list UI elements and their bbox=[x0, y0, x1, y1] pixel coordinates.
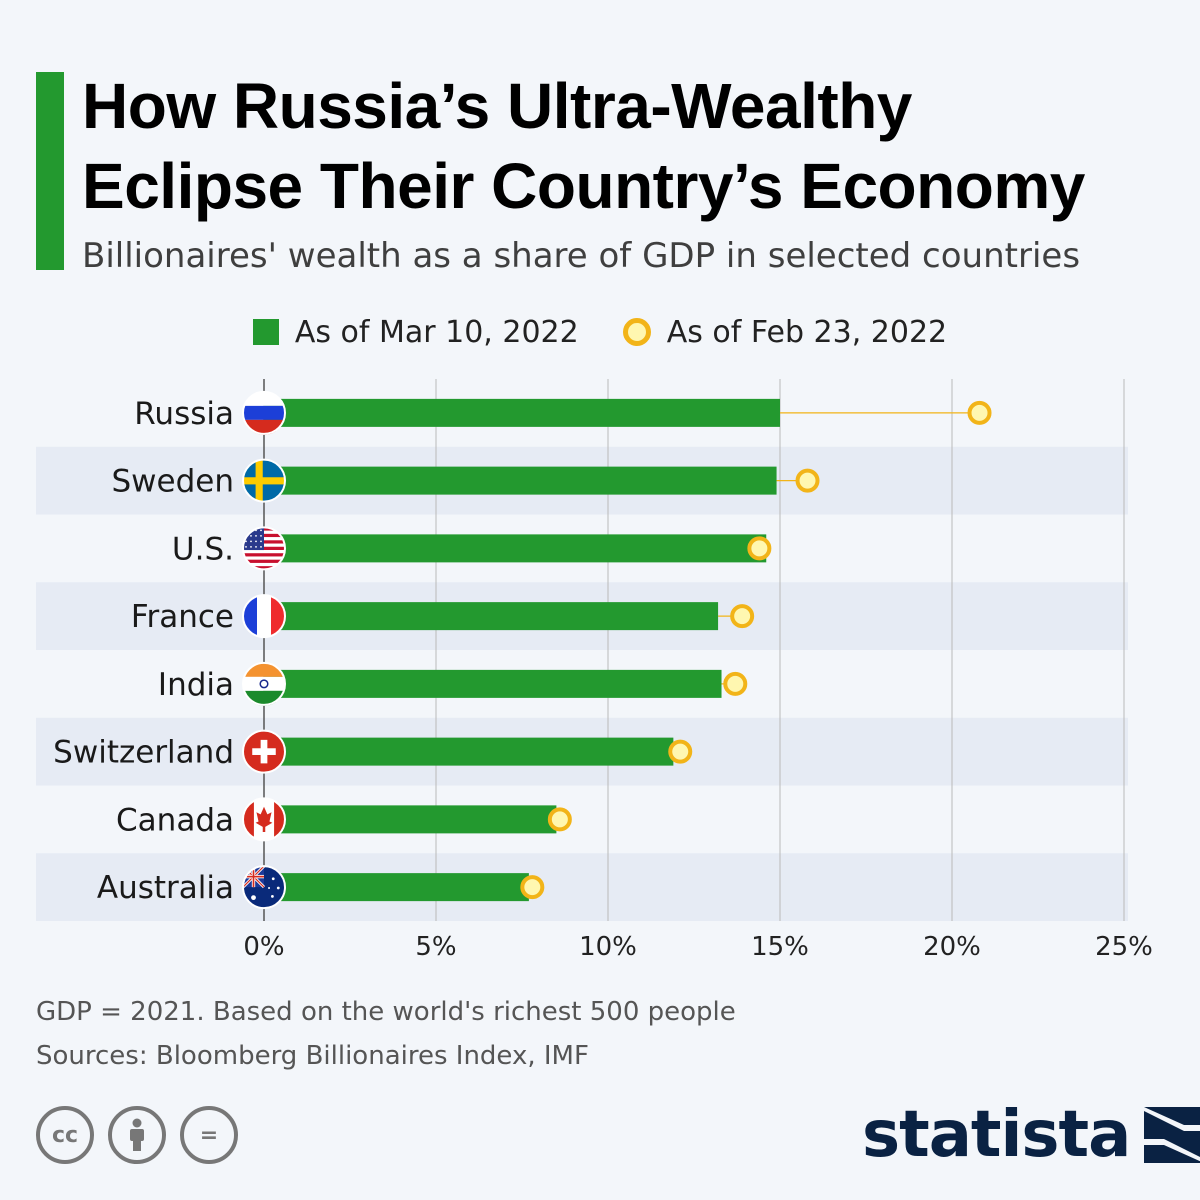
russia-flag-icon bbox=[242, 390, 286, 435]
bar bbox=[264, 873, 529, 902]
x-tick-label: 0% bbox=[243, 932, 284, 962]
chart-subtitle: Billionaires' wealth as a share of GDP i… bbox=[82, 236, 1081, 276]
x-tick-label: 25% bbox=[1095, 932, 1153, 962]
bar bbox=[264, 466, 777, 495]
bar bbox=[264, 602, 719, 631]
canada-flag-icon bbox=[242, 797, 286, 842]
category-label: Australia bbox=[97, 870, 234, 906]
note-sources: Sources: Bloomberg Billionaires Index, I… bbox=[36, 1041, 589, 1071]
dot-marker bbox=[520, 875, 545, 900]
x-tick-label: 5% bbox=[415, 932, 456, 962]
category-label: Sweden bbox=[111, 464, 234, 500]
legend-label-mar-10: As of Mar 10, 2022 bbox=[294, 314, 579, 350]
category-label: Canada bbox=[116, 802, 234, 838]
us-flag-icon bbox=[242, 526, 286, 571]
category-label: U.S. bbox=[172, 531, 234, 567]
switzerland-flag-icon bbox=[242, 729, 286, 774]
bar bbox=[264, 669, 722, 698]
title-accent-bar bbox=[36, 72, 64, 270]
attribution-icon[interactable] bbox=[108, 1106, 166, 1164]
dot-marker bbox=[747, 536, 772, 561]
category-label: India bbox=[158, 667, 234, 703]
person-glyph bbox=[130, 1118, 144, 1151]
legend-label-feb-23: As of Feb 23, 2022 bbox=[666, 314, 948, 350]
bar bbox=[264, 398, 780, 427]
statista-logo-mark-icon bbox=[1144, 1107, 1200, 1163]
title-line-2: Eclipse Their Country’s Economy bbox=[82, 150, 1085, 222]
dot-marker bbox=[795, 468, 820, 493]
dot-marker bbox=[723, 671, 748, 696]
title-line-1: How Russia’s Ultra-Wealthy bbox=[82, 70, 912, 142]
australia-flag-icon bbox=[242, 865, 286, 910]
x-tick-label: 20% bbox=[923, 932, 981, 962]
india-flag-icon bbox=[242, 661, 286, 706]
dot-marker bbox=[547, 807, 572, 832]
statista-logo[interactable]: statista bbox=[862, 1098, 1200, 1172]
legend-item-feb-23: As of Feb 23, 2022 bbox=[622, 314, 948, 350]
legend: As of Mar 10, 2022 As of Feb 23, 2022 bbox=[0, 310, 1200, 354]
dot-marker bbox=[730, 604, 755, 629]
france-flag-icon bbox=[242, 594, 286, 639]
chart-title: How Russia’s Ultra-Wealthy Eclipse Their… bbox=[82, 66, 1182, 226]
license-icons: cc = bbox=[36, 1106, 238, 1164]
category-label: France bbox=[131, 599, 234, 635]
category-label: Switzerland bbox=[53, 735, 234, 771]
cc-icon[interactable]: cc bbox=[36, 1106, 94, 1164]
x-tick-label: 10% bbox=[579, 932, 637, 962]
sweden-flag-icon bbox=[242, 458, 286, 503]
note-gdp: GDP = 2021. Based on the world's richest… bbox=[36, 997, 736, 1027]
legend-square-marker bbox=[252, 319, 279, 345]
x-tick-label: 15% bbox=[751, 932, 809, 962]
dot-marker bbox=[668, 739, 693, 764]
legend-dot-marker bbox=[622, 318, 651, 346]
dot-marker bbox=[967, 400, 992, 425]
x-axis: 0% 5% 10% 15% 20% 25% bbox=[243, 932, 1153, 962]
no-derivatives-icon[interactable]: = bbox=[180, 1106, 238, 1164]
bar-chart: Russia Sweden U.S. France India Switzerland Ca… bbox=[36, 379, 1153, 962]
legend-item-mar-10: As of Mar 10, 2022 bbox=[252, 314, 579, 350]
bar bbox=[264, 805, 557, 834]
chart-marks: Russia Sweden U.S. France India Switzerland Ca… bbox=[53, 390, 992, 910]
statista-logo-text: statista bbox=[862, 1098, 1131, 1172]
chart-notes: GDP = 2021. Based on the world's richest… bbox=[36, 990, 736, 1078]
bar bbox=[264, 534, 767, 563]
bar bbox=[264, 737, 674, 766]
row-band bbox=[36, 853, 1128, 921]
category-label: Russia bbox=[134, 396, 234, 432]
row-bands bbox=[36, 446, 1128, 921]
